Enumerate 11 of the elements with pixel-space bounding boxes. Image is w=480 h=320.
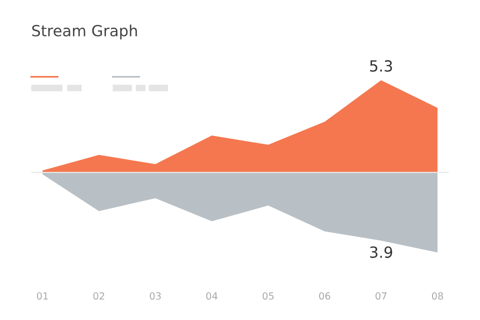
- x-tick-label: 06: [319, 292, 330, 300]
- x-tick-label: 01: [36, 292, 48, 300]
- chart-title: Stream Graph: [32, 24, 137, 40]
- annotation: 3.9: [370, 246, 392, 258]
- x-tick-label: 05: [262, 292, 274, 300]
- x-tick-label: 08: [432, 292, 444, 300]
- x-tick-label: 02: [93, 292, 104, 300]
- annotation: 5.3: [370, 60, 392, 72]
- x-tick-label: 03: [150, 292, 161, 300]
- x-tick-label: 07: [376, 292, 386, 300]
- x-tick-label: 04: [206, 292, 218, 300]
